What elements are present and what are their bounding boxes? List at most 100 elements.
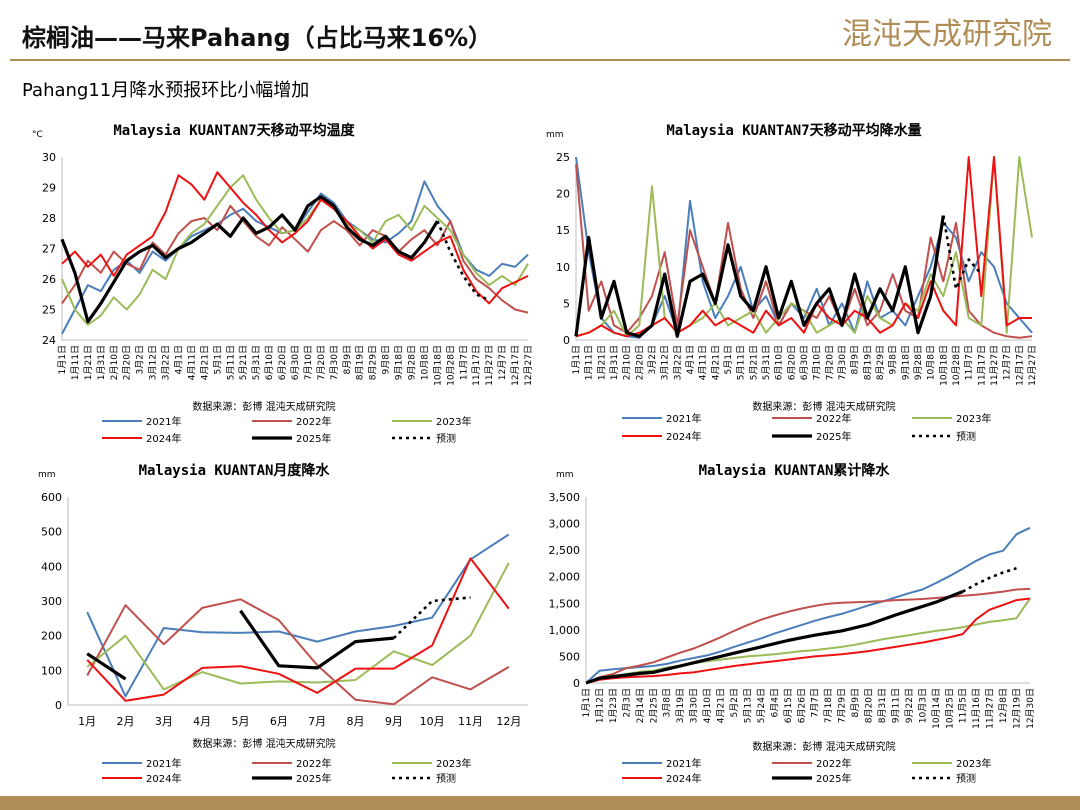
x-tick-label: 5月21日	[238, 345, 249, 380]
x-tick-label: 12月7日	[1002, 345, 1013, 380]
x-tick-label: 5月	[232, 715, 250, 728]
y-tick-label: 200	[41, 630, 62, 643]
x-tick-label: 7月30日	[837, 345, 848, 380]
legend-label: 2022年	[816, 757, 851, 770]
x-tick-label: 5月24日	[756, 688, 767, 723]
x-tick-label: 3月	[155, 715, 173, 728]
y-tick-label: 26	[42, 273, 56, 286]
series-line-2024	[585, 597, 1031, 684]
x-tick-label: 8月19日	[355, 345, 366, 380]
x-tick-label: 8月9日	[342, 345, 353, 374]
data-source: 数据来源：彭博 混沌天成研究院	[752, 740, 895, 753]
x-tick-label: 11月	[458, 715, 483, 728]
x-tick-label: 8月	[347, 715, 365, 728]
chart-title: Malaysia KUANTAN累计降水	[699, 462, 891, 479]
x-tick-label: 6月15日	[783, 688, 794, 723]
x-tick-label: 6月4日	[769, 688, 780, 717]
x-tick-label: 6月20日	[786, 345, 797, 380]
y-tick-label: 15	[556, 224, 570, 237]
y-tick-label: 100	[41, 664, 62, 677]
x-tick-label: 10月8日	[926, 345, 937, 380]
x-tick-label: 9月28日	[913, 345, 924, 380]
y-tick-label: 400	[41, 560, 62, 573]
x-tick-label: 6月30日	[290, 345, 301, 380]
x-tick-label: 11月27日	[989, 345, 1000, 386]
series-line-forecast	[962, 566, 1017, 593]
x-tick-label: 1月31日	[609, 345, 620, 380]
x-tick-label: 5月13日	[742, 688, 753, 723]
series-line-2025	[574, 215, 945, 338]
x-tick-label: 8月29日	[368, 345, 379, 380]
legend-label: 预测	[956, 430, 976, 443]
legend-label: 预测	[436, 432, 456, 445]
series-line-forecast	[436, 220, 490, 302]
x-tick-label: 4月10日	[702, 688, 713, 723]
x-tick-label: 4月21日	[716, 688, 727, 723]
legend-label: 2024年	[666, 772, 701, 785]
y-tick-label: 25	[42, 304, 56, 317]
x-tick-label: 7月7日	[810, 688, 821, 717]
x-tick-label: 5月31日	[251, 345, 262, 380]
x-tick-label: 12月19日	[1012, 688, 1023, 729]
x-tick-label: 10月14日	[931, 688, 942, 729]
x-tick-label: 11月5日	[958, 688, 969, 723]
x-tick-label: 3月22日	[672, 345, 683, 380]
x-tick-label: 5月21日	[748, 345, 759, 380]
legend-label: 2022年	[296, 757, 331, 770]
legend-label: 2023年	[436, 757, 471, 770]
y-tick-label: 3,500	[549, 491, 581, 504]
y-unit-label: mm	[38, 470, 56, 480]
legend-label: 2025年	[296, 432, 331, 445]
x-tick-label: 1月21日	[83, 345, 94, 380]
x-tick-label: 1月11日	[70, 345, 81, 380]
series-line-forecast	[392, 596, 471, 640]
x-tick-label: 9月18日	[900, 345, 911, 380]
legend-label: 2024年	[666, 430, 701, 443]
x-tick-label: 12月30日	[1025, 688, 1036, 729]
x-tick-label: 4月1日	[174, 345, 185, 374]
x-tick-label: 11月16日	[971, 688, 982, 729]
x-tick-label: 9月	[385, 715, 403, 728]
y-tick-label: 0	[573, 677, 580, 690]
x-tick-label: 10月28日	[445, 345, 456, 386]
y-tick-label: 25	[556, 151, 570, 164]
x-tick-label: 3月2日	[647, 345, 658, 374]
x-tick-label: 5月31日	[761, 345, 772, 380]
series-line-2024	[86, 557, 510, 702]
x-tick-label: 10月18日	[938, 345, 949, 386]
y-tick-label: 0	[55, 699, 62, 712]
y-tick-label: 28	[42, 212, 56, 225]
legend-label: 2022年	[816, 412, 851, 425]
page-title: 棕榈油——马来Pahang（占比马来16%）	[22, 24, 493, 52]
x-tick-label: 5月2日	[729, 688, 740, 717]
series-line-forecast	[942, 215, 983, 291]
y-tick-label: 27	[42, 243, 56, 256]
chart-title: Malaysia KUANTAN月度降水	[139, 462, 331, 479]
x-tick-label: 1月12日	[594, 688, 605, 723]
x-tick-label: 7月30日	[329, 345, 340, 380]
x-tick-label: 3月30日	[689, 688, 700, 723]
x-tick-label: 2月20日	[122, 345, 133, 380]
x-tick-label: 7月20日	[824, 345, 835, 380]
y-tick-label: 300	[41, 595, 62, 608]
y-tick-label: 10	[556, 261, 570, 274]
y-tick-label: 29	[42, 182, 56, 195]
x-tick-label: 2月10日	[109, 345, 120, 380]
x-tick-label: 8月9日	[850, 345, 861, 374]
x-tick-label: 6月26日	[796, 688, 807, 723]
x-tick-label: 4月11日	[698, 345, 709, 380]
x-tick-label: 10月	[420, 715, 445, 728]
x-tick-label: 1月1日	[581, 688, 592, 717]
x-tick-label: 3月12日	[148, 345, 159, 380]
legend-label: 2025年	[296, 772, 331, 785]
x-tick-label: 5月11日	[225, 345, 236, 380]
x-tick-label: 7月10日	[303, 345, 314, 380]
x-tick-label: 11月27日	[985, 688, 996, 729]
x-tick-label: 6月30日	[799, 345, 810, 380]
x-tick-label: 4月11日	[186, 345, 197, 380]
x-tick-label: 11月7日	[458, 345, 469, 380]
series-line-2024	[61, 171, 529, 305]
x-tick-label: 11月17日	[976, 345, 987, 386]
series-line-2022	[86, 598, 510, 706]
x-tick-label: 4月	[193, 715, 211, 728]
